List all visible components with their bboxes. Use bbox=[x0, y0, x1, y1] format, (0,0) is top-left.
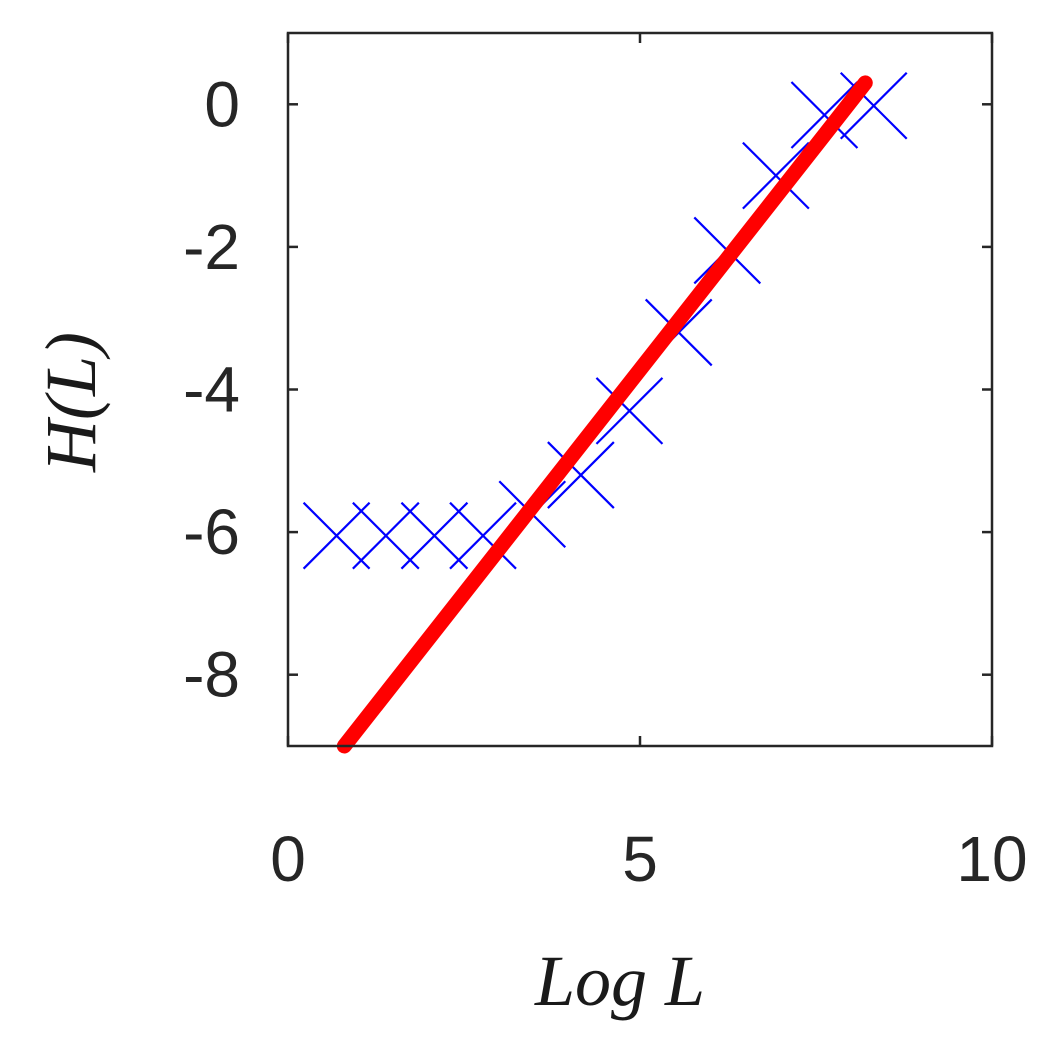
data-point-6 bbox=[547, 441, 615, 509]
x-axis-label: Log L bbox=[534, 941, 705, 1021]
data-point-stroke-b bbox=[400, 501, 469, 570]
data-point-1 bbox=[302, 501, 371, 570]
y-tick-label: 0 bbox=[204, 68, 240, 140]
data-point-10 bbox=[742, 141, 810, 210]
data-point-2 bbox=[352, 501, 420, 570]
y-tick-label: -4 bbox=[183, 354, 240, 426]
data-point-stroke-b bbox=[302, 501, 371, 570]
tick-labels: 0 5 10 0 -2 -4 -6 -8 bbox=[183, 68, 1028, 895]
y-tick-label: -6 bbox=[183, 496, 240, 568]
data-point-12 bbox=[839, 71, 908, 140]
x-tick-label: 5 bbox=[622, 823, 658, 895]
x-tick-label: 0 bbox=[270, 823, 306, 895]
data-point-3 bbox=[400, 501, 469, 570]
data-point-7 bbox=[595, 377, 664, 445]
y-tick-label: -8 bbox=[183, 639, 240, 711]
data-point-stroke-b bbox=[352, 501, 420, 570]
y-axis-label: H(L) bbox=[31, 332, 111, 473]
plot-area bbox=[288, 33, 992, 746]
x-tick-label: 10 bbox=[956, 823, 1027, 895]
y-tick-label: -2 bbox=[183, 211, 240, 283]
data-point-11 bbox=[790, 81, 859, 149]
plot-background bbox=[288, 33, 992, 746]
data-point-stroke-b bbox=[595, 377, 664, 445]
fit-line bbox=[336, 75, 873, 754]
series-layer bbox=[302, 71, 908, 754]
data-point-4 bbox=[449, 501, 517, 570]
data-point-stroke-b bbox=[742, 141, 810, 210]
data-point-stroke-b bbox=[547, 441, 615, 509]
data-point-stroke-b bbox=[449, 501, 517, 570]
data-point-stroke-b bbox=[790, 81, 859, 149]
axes-layer bbox=[286, 31, 994, 748]
data-point-stroke-b bbox=[839, 71, 908, 140]
